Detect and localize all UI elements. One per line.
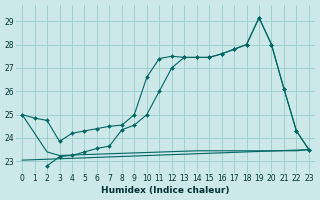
X-axis label: Humidex (Indice chaleur): Humidex (Indice chaleur) [101, 186, 230, 195]
